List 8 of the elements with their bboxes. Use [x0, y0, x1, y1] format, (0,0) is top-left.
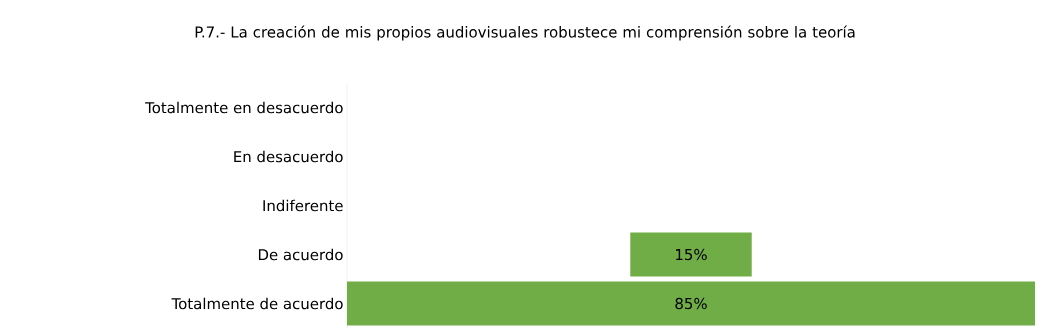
data-label: 85%: [675, 297, 707, 310]
data-label: 15%: [676, 248, 707, 261]
category-label: Indiferente: [263, 199, 343, 212]
category-label: Totalmente de acuerdo: [171, 297, 343, 310]
category-label: En desacuerdo: [234, 150, 343, 163]
category-label: De acuerdo: [258, 248, 343, 261]
category-label: Totalmente en desacuerdo: [145, 101, 343, 114]
text: P.7.- La creación de mis propios audiovisuales robustece mi comprensión sobre la teoría: [195, 25, 855, 41]
